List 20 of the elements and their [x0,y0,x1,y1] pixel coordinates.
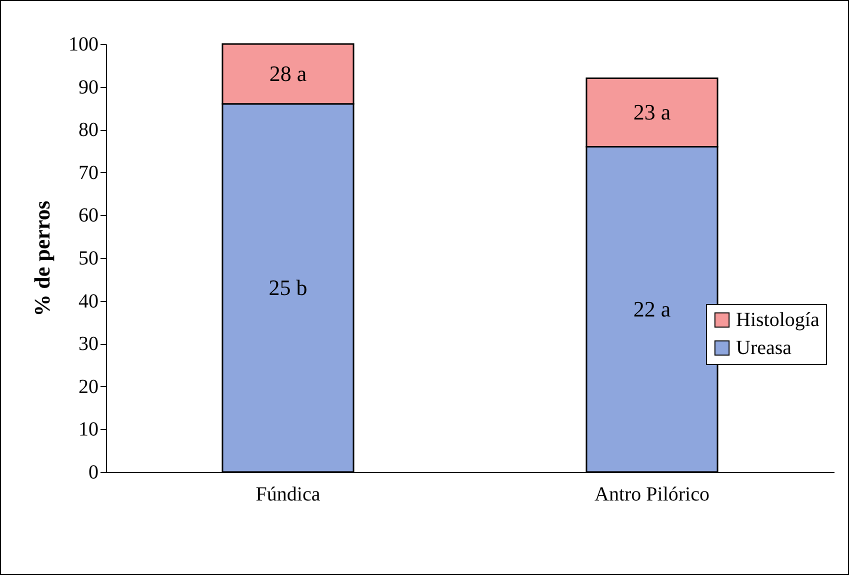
y-tick-label: 50 [78,248,98,270]
legend-label: Ureasa [736,337,792,359]
y-tick-label: 100 [68,34,98,56]
y-tick-label: 60 [78,204,98,227]
annotation: 22 a [633,296,671,322]
y-tick-label: 0 [88,462,98,484]
y-axis-title: % de perros [30,200,54,316]
y-tick-label: 70 [78,162,98,184]
x-tick-label: Fúndica [256,484,320,506]
annotation: 23 a [633,99,671,124]
legend-label: Histología [736,309,820,331]
x-tick-label: Antro Pilórico [594,484,710,506]
y-tick-label: 90 [78,76,98,98]
y-tick-label: 40 [78,290,98,312]
y-tick-label: 10 [78,418,98,441]
y-tick-label: 80 [78,119,98,142]
y-tick-label: 30 [78,333,98,356]
annotation: 25 b [268,274,308,300]
annotation: 28 a [269,60,307,86]
y-tick-label: 20 [78,376,98,398]
